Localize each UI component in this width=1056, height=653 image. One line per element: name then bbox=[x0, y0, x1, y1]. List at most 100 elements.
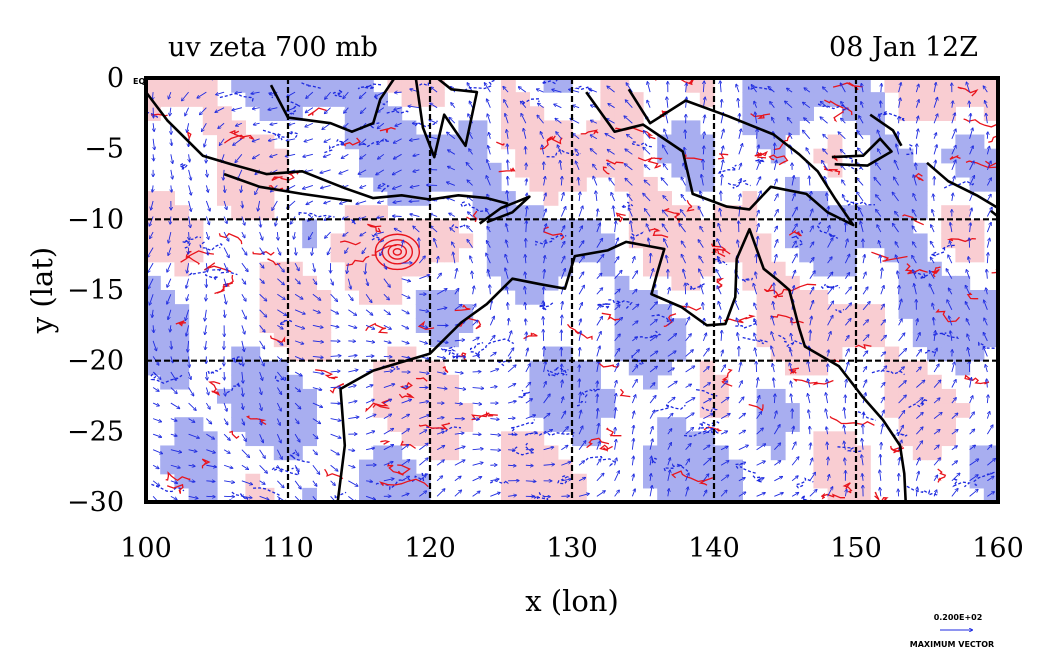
negative-cell bbox=[699, 431, 715, 447]
wind-vector bbox=[828, 458, 829, 466]
negative-cell bbox=[373, 487, 388, 502]
positive-cell bbox=[444, 247, 459, 263]
positive-cell bbox=[969, 233, 985, 249]
negative-cell bbox=[884, 219, 900, 235]
wind-vector bbox=[880, 455, 881, 466]
positive-cell bbox=[146, 247, 161, 263]
wind-vector bbox=[202, 122, 207, 131]
negative-cell bbox=[898, 176, 914, 192]
negative-cell bbox=[387, 473, 403, 489]
negative-cell bbox=[628, 318, 644, 333]
positive-cell bbox=[699, 374, 715, 390]
negative-cell bbox=[160, 304, 175, 319]
wind-vector bbox=[270, 153, 278, 156]
negative-contour bbox=[463, 78, 497, 92]
positive-contour bbox=[957, 86, 979, 97]
negative-cell bbox=[955, 304, 971, 319]
negative-cell bbox=[898, 162, 914, 178]
negative-cell bbox=[657, 431, 672, 447]
positive-cell bbox=[515, 148, 530, 164]
positive-cell bbox=[359, 290, 374, 305]
negative-cell bbox=[870, 233, 885, 249]
positive-cell bbox=[742, 247, 758, 263]
positive-contour bbox=[365, 402, 390, 413]
positive-contour bbox=[710, 243, 727, 254]
wind-vector bbox=[259, 480, 265, 484]
negative-cell bbox=[245, 403, 261, 418]
wind-vector bbox=[148, 247, 154, 257]
wind-vector bbox=[150, 294, 154, 304]
positive-cell bbox=[941, 205, 956, 220]
negative-cell bbox=[884, 233, 900, 249]
positive-cell bbox=[501, 120, 516, 136]
negative-cell bbox=[373, 473, 388, 489]
positive-contour bbox=[378, 478, 429, 488]
positive-cell bbox=[515, 445, 530, 461]
negative-contour bbox=[835, 308, 845, 314]
positive-contour bbox=[823, 165, 841, 176]
negative-cell bbox=[657, 473, 672, 489]
positive-cell bbox=[699, 78, 715, 93]
negative-cell bbox=[955, 134, 971, 150]
negative-cell bbox=[259, 360, 275, 376]
negative-cell bbox=[898, 219, 914, 235]
positive-cell bbox=[515, 120, 530, 136]
positive-cell bbox=[401, 417, 417, 432]
positive-cell bbox=[288, 261, 303, 277]
negative-contour bbox=[496, 356, 512, 367]
negative-cell bbox=[373, 120, 388, 136]
negative-cell bbox=[572, 417, 587, 432]
positive-vorticity-shading bbox=[146, 78, 998, 502]
positive-contour bbox=[166, 483, 184, 494]
positive-cell bbox=[344, 205, 360, 220]
positive-cell bbox=[444, 403, 459, 418]
positive-cell bbox=[813, 445, 829, 461]
negative-cell bbox=[685, 176, 701, 192]
negative-cell bbox=[699, 487, 715, 502]
wind-vector bbox=[188, 450, 197, 452]
negative-contour bbox=[651, 314, 674, 322]
positive-cell bbox=[430, 92, 445, 107]
positive-cell bbox=[813, 473, 829, 489]
positive-contour bbox=[397, 464, 411, 476]
negative-cell bbox=[671, 134, 687, 150]
positive-cell bbox=[699, 233, 715, 249]
negative-cell bbox=[160, 459, 175, 475]
positive-cell bbox=[685, 261, 701, 277]
positive-cell bbox=[444, 388, 459, 404]
wind-vector bbox=[253, 108, 260, 109]
wind-vector bbox=[277, 324, 282, 328]
negative-cell bbox=[373, 445, 388, 461]
negative-cell bbox=[344, 92, 360, 107]
negative-cell bbox=[245, 360, 261, 376]
wind-vector bbox=[276, 371, 283, 379]
positive-contour bbox=[229, 430, 240, 439]
wind-vector bbox=[277, 480, 283, 488]
wind-vector bbox=[276, 387, 281, 395]
positive-cell bbox=[259, 275, 275, 291]
positive-cell bbox=[955, 92, 971, 107]
positive-contour bbox=[946, 238, 976, 243]
wind-vector bbox=[685, 284, 686, 295]
vorticity-contours bbox=[146, 78, 998, 502]
positive-cell bbox=[955, 205, 971, 220]
negative-cell bbox=[756, 134, 772, 150]
negative-cell bbox=[160, 360, 175, 376]
positive-cell bbox=[316, 332, 332, 348]
negative-cell bbox=[288, 403, 303, 418]
negative-cell bbox=[288, 445, 303, 461]
wind-vector bbox=[189, 356, 190, 366]
positive-cell bbox=[415, 247, 431, 263]
negative-cell bbox=[643, 445, 658, 461]
wind-vector bbox=[259, 464, 268, 473]
positive-contour bbox=[208, 381, 221, 396]
positive-cell bbox=[813, 332, 829, 348]
negative-cell bbox=[884, 176, 900, 192]
wind-vector bbox=[152, 185, 153, 191]
positive-cell bbox=[515, 162, 530, 178]
negative-cell bbox=[955, 162, 971, 178]
positive-cell bbox=[799, 318, 814, 333]
negative-cell bbox=[444, 148, 459, 164]
positive-cell bbox=[458, 233, 474, 249]
positive-cell bbox=[927, 431, 942, 447]
